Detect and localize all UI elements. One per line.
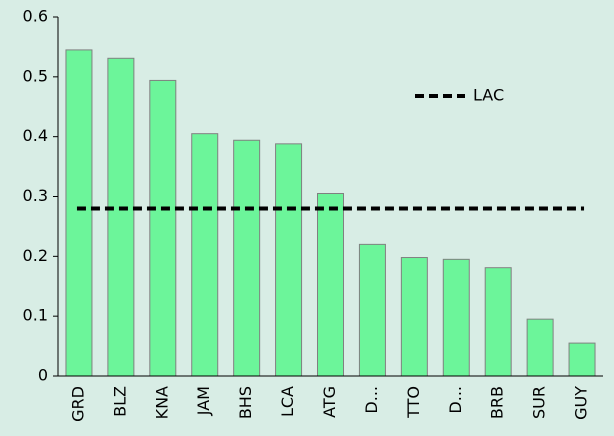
bar: [65, 49, 93, 377]
y-tick-label: 0.1: [23, 306, 48, 325]
bar: [317, 193, 344, 377]
x-tick-label: GRD: [68, 386, 87, 422]
y-tick-label: 0.6: [23, 7, 48, 26]
x-tick-label: ATG: [320, 386, 339, 418]
x-tick-label: BHS: [236, 386, 255, 419]
x-tick-label: KNA: [152, 386, 171, 419]
bar: [358, 243, 386, 377]
x-tick-label: BLZ: [110, 386, 129, 417]
x-tick-label: SUR: [530, 386, 549, 419]
bar: [191, 133, 219, 377]
x-tick-label: D...: [446, 386, 465, 414]
x-tick-label: GUY: [572, 386, 591, 420]
y-tick-label: 0.4: [23, 126, 48, 145]
y-tick-label: 0.5: [23, 66, 48, 85]
y-tick-label: 0: [38, 366, 48, 385]
bar: [107, 57, 135, 377]
x-tick-label: BRB: [488, 386, 507, 419]
bar: [233, 139, 261, 377]
x-tick-label: TTO: [404, 386, 423, 419]
x-tick-label: D...: [362, 386, 381, 414]
bar: [442, 258, 470, 377]
y-tick-label: 0.2: [23, 246, 48, 265]
bar: [484, 267, 512, 377]
x-tick-label: JAM: [194, 386, 213, 416]
x-tick-label: LCA: [278, 386, 297, 417]
bar: [568, 342, 596, 377]
legend-label: LAC: [473, 86, 504, 105]
bar: [526, 318, 554, 377]
bar: [400, 257, 428, 377]
bar: [149, 79, 177, 377]
y-tick-label: 0.3: [23, 186, 48, 205]
bar: [275, 143, 303, 377]
